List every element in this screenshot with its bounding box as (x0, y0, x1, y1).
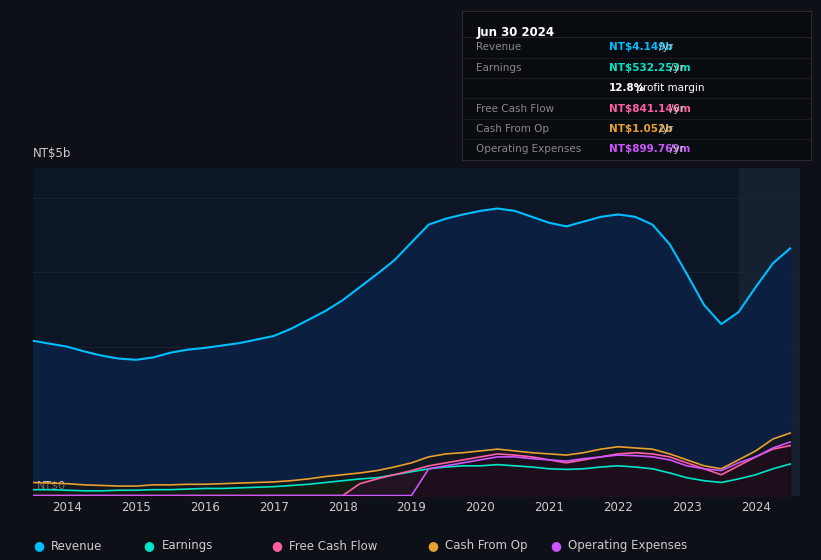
Text: profit margin: profit margin (633, 83, 704, 93)
Text: Revenue: Revenue (476, 43, 521, 53)
Text: Operating Expenses: Operating Expenses (568, 539, 687, 553)
Text: /yr: /yr (670, 63, 684, 73)
Text: NT$899.769m: NT$899.769m (609, 144, 690, 155)
Text: ●: ● (427, 539, 438, 553)
Text: ●: ● (33, 539, 44, 553)
Text: Revenue: Revenue (51, 539, 103, 553)
Text: NT$0: NT$0 (37, 480, 66, 491)
Text: Cash From Op: Cash From Op (476, 124, 549, 134)
Text: 12.8%: 12.8% (609, 83, 645, 93)
Text: /yr: /yr (670, 144, 684, 155)
Text: Free Cash Flow: Free Cash Flow (476, 104, 554, 114)
Bar (739, 168, 800, 496)
Text: /yr: /yr (670, 104, 684, 114)
Text: NT$841.146m: NT$841.146m (609, 104, 690, 114)
Text: NT$4.149b: NT$4.149b (609, 43, 672, 53)
Text: NT$532.253m: NT$532.253m (609, 63, 690, 73)
Text: /yr: /yr (659, 43, 673, 53)
Text: ●: ● (271, 539, 282, 553)
Text: Cash From Op: Cash From Op (445, 539, 527, 553)
Text: Earnings: Earnings (476, 63, 521, 73)
Text: NT$5b: NT$5b (33, 147, 71, 160)
Text: Free Cash Flow: Free Cash Flow (289, 539, 378, 553)
Text: /yr: /yr (659, 124, 673, 134)
Text: NT$1.052b: NT$1.052b (609, 124, 672, 134)
Text: ●: ● (144, 539, 154, 553)
Text: Jun 30 2024: Jun 30 2024 (476, 26, 554, 39)
Text: ●: ● (550, 539, 561, 553)
Text: Operating Expenses: Operating Expenses (476, 144, 581, 155)
Text: Earnings: Earnings (162, 539, 213, 553)
